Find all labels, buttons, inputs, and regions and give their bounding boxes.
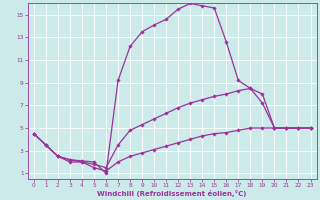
X-axis label: Windchill (Refroidissement éolien,°C): Windchill (Refroidissement éolien,°C) [98, 190, 247, 197]
